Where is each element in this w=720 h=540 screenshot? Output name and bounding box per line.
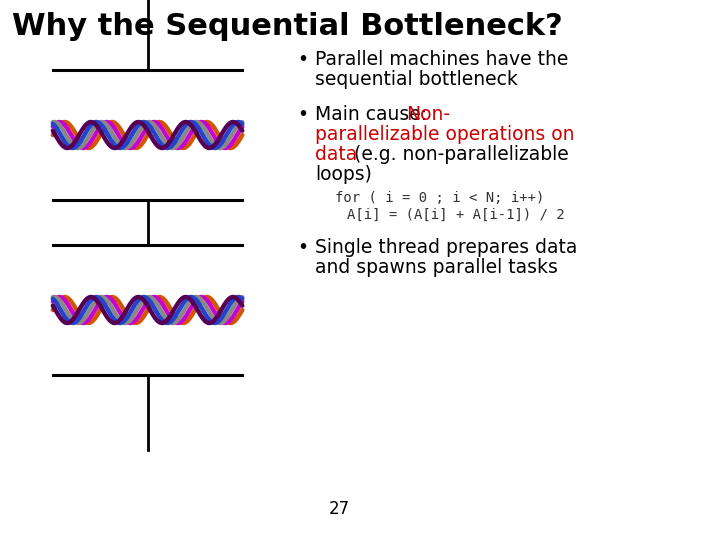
- Text: (e.g. non-parallelizable: (e.g. non-parallelizable: [348, 145, 569, 164]
- Text: Single thread prepares data: Single thread prepares data: [315, 238, 577, 257]
- Text: •: •: [297, 50, 308, 69]
- Text: 27: 27: [328, 500, 350, 518]
- Text: •: •: [297, 105, 308, 124]
- Text: sequential bottleneck: sequential bottleneck: [315, 70, 518, 89]
- Text: loops): loops): [315, 165, 372, 184]
- Text: Why the Sequential Bottleneck?: Why the Sequential Bottleneck?: [12, 12, 563, 41]
- Text: •: •: [297, 238, 308, 257]
- Text: A[i] = (A[i] + A[i-1]) / 2: A[i] = (A[i] + A[i-1]) / 2: [347, 208, 564, 222]
- Text: Main cause:: Main cause:: [315, 105, 433, 124]
- Text: Parallel machines have the: Parallel machines have the: [315, 50, 569, 69]
- Text: for ( i = 0 ; i < N; i++): for ( i = 0 ; i < N; i++): [335, 191, 544, 205]
- Text: and spawns parallel tasks: and spawns parallel tasks: [315, 258, 558, 277]
- Text: Non-: Non-: [406, 105, 450, 124]
- Text: data: data: [315, 145, 357, 164]
- Text: parallelizable operations on: parallelizable operations on: [315, 125, 575, 144]
